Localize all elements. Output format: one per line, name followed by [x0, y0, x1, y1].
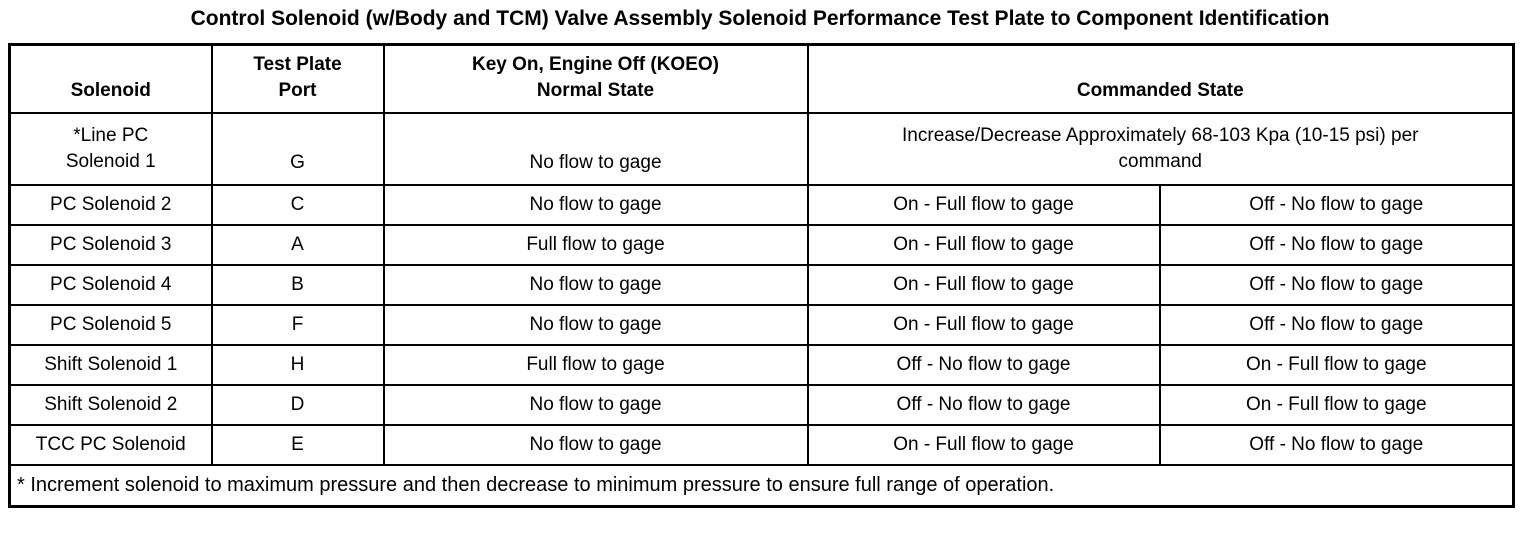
cell-port: E [210, 423, 385, 466]
cell-port: B [210, 263, 385, 306]
cell-commanded-on: On - Full flow to gage [806, 223, 1161, 266]
table-row: PC Solenoid 5 F No flow to gage On - Ful… [8, 303, 1515, 346]
cell-solenoid: Shift Solenoid 2 [8, 383, 213, 426]
cell-normal-state: No flow to gage [382, 111, 809, 186]
cell-commanded-on: On - Full flow to gage [806, 183, 1161, 226]
cell-commanded-on: Off - No flow to gage [806, 383, 1161, 426]
cell-commanded-on: Off - No flow to gage [806, 343, 1161, 386]
table-row: PC Solenoid 3 A Full flow to gage On - F… [8, 223, 1515, 266]
cell-solenoid: *Line PC Solenoid 1 [8, 111, 213, 186]
cell-port: H [210, 343, 385, 386]
cell-commanded-off: Off - No flow to gage [1158, 223, 1515, 266]
table-header-row: Solenoid Test Plate Port Key On, Engine … [8, 43, 1515, 114]
header-commanded-state: Commanded State [806, 43, 1515, 114]
cell-port: F [210, 303, 385, 346]
cell-commanded-off: Off - No flow to gage [1158, 423, 1515, 466]
cell-solenoid: PC Solenoid 2 [8, 183, 213, 226]
header-koeo-normal-state: Key On, Engine Off (KOEO) Normal State [382, 43, 809, 114]
table-row: Shift Solenoid 1 H Full flow to gage Off… [8, 343, 1515, 386]
cell-normal-state: No flow to gage [382, 183, 809, 226]
cell-normal-state: No flow to gage [382, 423, 809, 466]
cell-commanded-off: Off - No flow to gage [1158, 303, 1515, 346]
cell-commanded-off: Off - No flow to gage [1158, 263, 1515, 306]
header-solenoid: Solenoid [8, 43, 213, 114]
cell-commanded-on: On - Full flow to gage [806, 303, 1161, 346]
table-footnote: * Increment solenoid to maximum pressure… [8, 463, 1515, 508]
cell-solenoid: PC Solenoid 4 [8, 263, 213, 306]
table-row: TCC PC Solenoid E No flow to gage On - F… [8, 423, 1515, 466]
cell-normal-state: No flow to gage [382, 383, 809, 426]
cell-solenoid: PC Solenoid 3 [8, 223, 213, 266]
table-footnote-row: * Increment solenoid to maximum pressure… [8, 463, 1515, 508]
cell-solenoid: PC Solenoid 5 [8, 303, 213, 346]
header-test-plate-port: Test Plate Port [210, 43, 385, 114]
cell-port: C [210, 183, 385, 226]
cell-commanded-state: Increase/Decrease Approximately 68-103 K… [806, 111, 1515, 186]
cell-commanded-off: On - Full flow to gage [1158, 383, 1515, 426]
cell-normal-state: No flow to gage [382, 263, 809, 306]
cell-commanded-on: On - Full flow to gage [806, 263, 1161, 306]
cell-normal-state: No flow to gage [382, 303, 809, 346]
cell-port: A [210, 223, 385, 266]
cell-commanded-off: On - Full flow to gage [1158, 343, 1515, 386]
cell-normal-state: Full flow to gage [382, 343, 809, 386]
cell-commanded-off: Off - No flow to gage [1158, 183, 1515, 226]
table-row: PC Solenoid 4 B No flow to gage On - Ful… [8, 263, 1515, 306]
cell-port: D [210, 383, 385, 426]
table-row: Shift Solenoid 2 D No flow to gage Off -… [8, 383, 1515, 426]
cell-solenoid: TCC PC Solenoid [8, 423, 213, 466]
cell-commanded-on: On - Full flow to gage [806, 423, 1161, 466]
table-row: PC Solenoid 2 C No flow to gage On - Ful… [8, 183, 1515, 226]
cell-normal-state: Full flow to gage [382, 223, 809, 266]
cell-port: G [210, 111, 385, 186]
table-title: Control Solenoid (w/Body and TCM) Valve … [190, 7, 1330, 30]
table-row: *Line PC Solenoid 1 G No flow to gage In… [8, 111, 1515, 186]
solenoid-performance-table: Solenoid Test Plate Port Key On, Engine … [8, 43, 1515, 509]
cell-solenoid: Shift Solenoid 1 [8, 343, 213, 386]
